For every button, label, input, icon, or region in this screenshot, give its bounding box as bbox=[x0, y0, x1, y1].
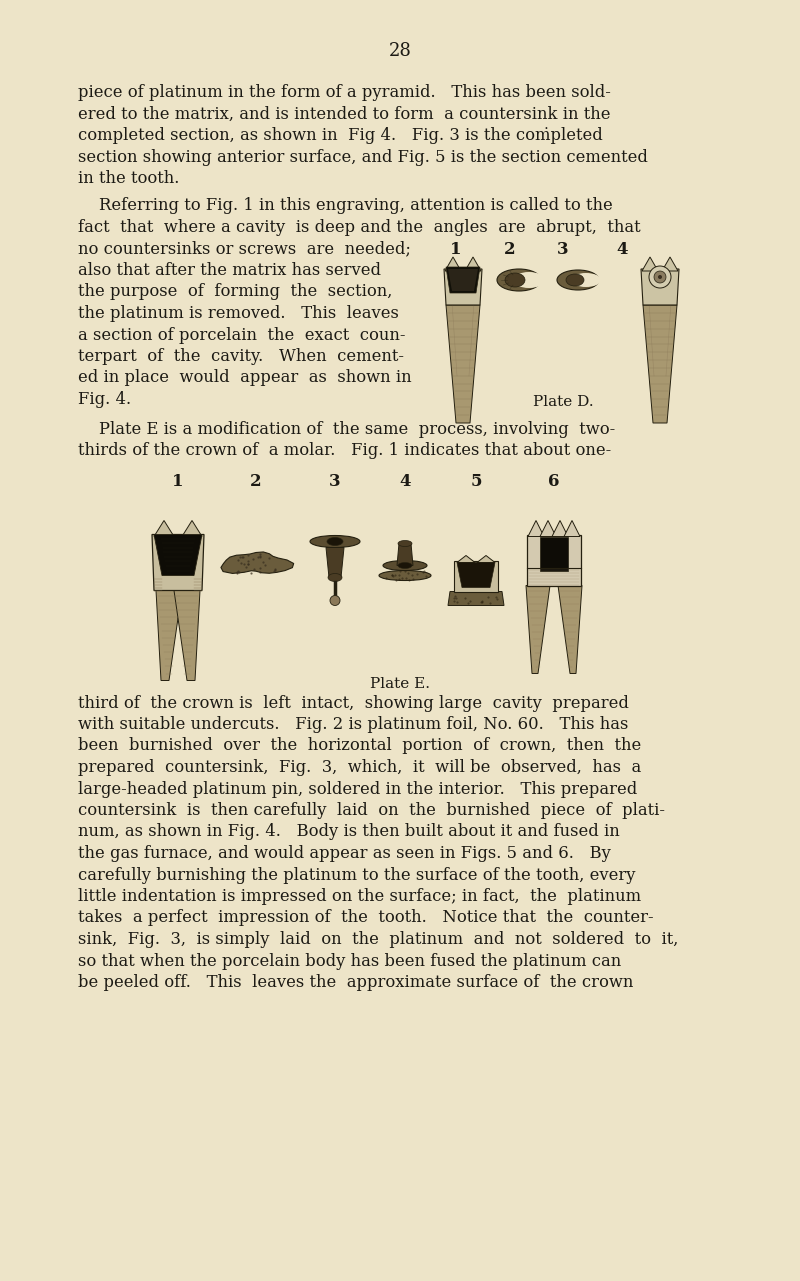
Text: with suitable undercuts.   Fig. 2 is platinum foil, No. 60.   This has: with suitable undercuts. Fig. 2 is plati… bbox=[78, 716, 628, 733]
Polygon shape bbox=[154, 534, 202, 575]
Polygon shape bbox=[457, 562, 495, 588]
Polygon shape bbox=[326, 547, 344, 578]
Polygon shape bbox=[174, 591, 200, 680]
Text: also that after the matrix has served: also that after the matrix has served bbox=[78, 263, 381, 279]
Text: countersink  is  then carefully  laid  on  the  burnished  piece  of  plati-: countersink is then carefully laid on th… bbox=[78, 802, 665, 819]
Text: be peeled off.   This  leaves the  approximate surface of  the crown: be peeled off. This leaves the approxima… bbox=[78, 974, 634, 991]
Ellipse shape bbox=[398, 562, 412, 569]
Text: 4: 4 bbox=[616, 241, 628, 257]
Text: sink,  Fig.  3,  is simply  laid  on  the  platinum  and  not  soldered  to  it,: sink, Fig. 3, is simply laid on the plat… bbox=[78, 931, 678, 948]
Text: 3: 3 bbox=[557, 241, 569, 257]
Text: 2: 2 bbox=[504, 241, 516, 257]
Text: large-headed platinum pin, soldered in the interior.   This prepared: large-headed platinum pin, soldered in t… bbox=[78, 780, 638, 798]
Text: section showing anterior surface, and Fig. 5 is the section cemented: section showing anterior surface, and Fi… bbox=[78, 149, 648, 165]
Polygon shape bbox=[457, 556, 475, 562]
Polygon shape bbox=[540, 520, 556, 537]
Text: ed in place  would  appear  as  shown in: ed in place would appear as shown in bbox=[78, 369, 412, 387]
Text: Referring to Fig. 1 in this engraving, attention is called to the: Referring to Fig. 1 in this engraving, a… bbox=[78, 197, 613, 214]
Text: 6: 6 bbox=[548, 474, 560, 491]
Text: Plate D.: Plate D. bbox=[533, 395, 594, 409]
Ellipse shape bbox=[566, 274, 584, 286]
Polygon shape bbox=[448, 269, 478, 291]
Ellipse shape bbox=[513, 272, 545, 288]
Text: 1: 1 bbox=[450, 241, 462, 257]
Ellipse shape bbox=[497, 269, 541, 291]
Text: in the tooth.: in the tooth. bbox=[78, 170, 179, 187]
Text: a section of porcelain  the  exact  coun-: a section of porcelain the exact coun- bbox=[78, 327, 406, 343]
Polygon shape bbox=[446, 305, 480, 423]
Text: piece of platinum in the form of a pyramid.   This has been sold-: piece of platinum in the form of a pyram… bbox=[78, 85, 611, 101]
Text: third of  the crown is  left  intact,  showing large  cavity  prepared: third of the crown is left intact, showi… bbox=[78, 694, 629, 711]
Text: terpart  of  the  cavity.   When  cement-: terpart of the cavity. When cement- bbox=[78, 348, 404, 365]
Polygon shape bbox=[552, 520, 568, 537]
Polygon shape bbox=[540, 537, 568, 570]
Polygon shape bbox=[564, 520, 580, 537]
Polygon shape bbox=[156, 591, 182, 680]
Text: ered to the matrix, and is intended to form  a countersink in the: ered to the matrix, and is intended to f… bbox=[78, 105, 610, 123]
Polygon shape bbox=[643, 305, 677, 423]
Ellipse shape bbox=[398, 541, 412, 547]
Polygon shape bbox=[448, 592, 504, 606]
Polygon shape bbox=[182, 520, 202, 537]
Polygon shape bbox=[444, 269, 482, 305]
Text: num, as shown in Fig. 4.   Body is then built about it and fused in: num, as shown in Fig. 4. Body is then bu… bbox=[78, 824, 620, 840]
Polygon shape bbox=[477, 556, 495, 562]
Polygon shape bbox=[642, 257, 658, 272]
Circle shape bbox=[649, 266, 671, 288]
Polygon shape bbox=[154, 520, 174, 537]
Ellipse shape bbox=[505, 273, 525, 287]
Polygon shape bbox=[558, 585, 582, 674]
Text: Fig. 4.: Fig. 4. bbox=[78, 391, 131, 409]
Text: 4: 4 bbox=[399, 474, 410, 491]
Polygon shape bbox=[454, 561, 498, 592]
Polygon shape bbox=[397, 543, 413, 565]
Polygon shape bbox=[152, 534, 204, 591]
Polygon shape bbox=[465, 257, 481, 272]
Text: 3: 3 bbox=[329, 474, 341, 491]
Text: fact  that  where a cavity  is deep and the  angles  are  abrupt,  that: fact that where a cavity is deep and the… bbox=[78, 219, 641, 236]
Ellipse shape bbox=[383, 561, 427, 570]
Polygon shape bbox=[527, 534, 581, 585]
Text: 1: 1 bbox=[172, 474, 184, 491]
Polygon shape bbox=[446, 266, 480, 293]
Polygon shape bbox=[641, 269, 679, 305]
Ellipse shape bbox=[557, 270, 599, 290]
Text: 28: 28 bbox=[389, 42, 411, 60]
Text: takes  a perfect  impression of  the  tooth.   Notice that  the  counter-: takes a perfect impression of the tooth.… bbox=[78, 910, 654, 926]
Circle shape bbox=[658, 275, 662, 279]
Text: so that when the porcelain body has been fused the platinum can: so that when the porcelain body has been… bbox=[78, 953, 622, 970]
Polygon shape bbox=[528, 520, 544, 537]
Text: thirds of the crown of  a molar.   Fig. 1 indicates that about one-: thirds of the crown of a molar. Fig. 1 i… bbox=[78, 442, 611, 459]
Ellipse shape bbox=[328, 574, 342, 582]
Circle shape bbox=[654, 272, 666, 283]
Text: the purpose  of  forming  the  section,: the purpose of forming the section, bbox=[78, 283, 392, 301]
Ellipse shape bbox=[310, 535, 360, 547]
Text: the platinum is removed.   This  leaves: the platinum is removed. This leaves bbox=[78, 305, 399, 322]
Polygon shape bbox=[662, 257, 678, 272]
Text: been  burnished  over  the  horizontal  portion  of  crown,  then  the: been burnished over the horizontal porti… bbox=[78, 738, 642, 755]
Text: carefully burnishing the platinum to the surface of the tooth, every: carefully burnishing the platinum to the… bbox=[78, 866, 635, 884]
Ellipse shape bbox=[379, 570, 431, 580]
Text: no countersinks or screws  are  needed;: no countersinks or screws are needed; bbox=[78, 241, 411, 257]
Text: little indentation is impressed on the surface; in fact,  the  platinum: little indentation is impressed on the s… bbox=[78, 888, 641, 904]
Text: completed section, as shown in  Fig 4.   Fig. 3 is the coṁpleted: completed section, as shown in Fig 4. Fi… bbox=[78, 127, 602, 143]
Polygon shape bbox=[526, 585, 550, 674]
Text: Plate E is a modification of  the same  process, involving  two-: Plate E is a modification of the same pr… bbox=[78, 420, 615, 438]
Text: prepared  countersink,  Fig.  3,  which,  it  will be  observed,  has  a: prepared countersink, Fig. 3, which, it … bbox=[78, 760, 642, 776]
Text: 2: 2 bbox=[250, 474, 262, 491]
Ellipse shape bbox=[571, 273, 601, 287]
Polygon shape bbox=[221, 552, 294, 574]
Text: Plate E.: Plate E. bbox=[370, 676, 430, 690]
Circle shape bbox=[330, 596, 340, 606]
Text: 5: 5 bbox=[470, 474, 482, 491]
Ellipse shape bbox=[327, 538, 343, 546]
Text: the gas furnace, and would appear as seen in Figs. 5 and 6.   By: the gas furnace, and would appear as see… bbox=[78, 845, 611, 862]
Polygon shape bbox=[445, 257, 461, 272]
